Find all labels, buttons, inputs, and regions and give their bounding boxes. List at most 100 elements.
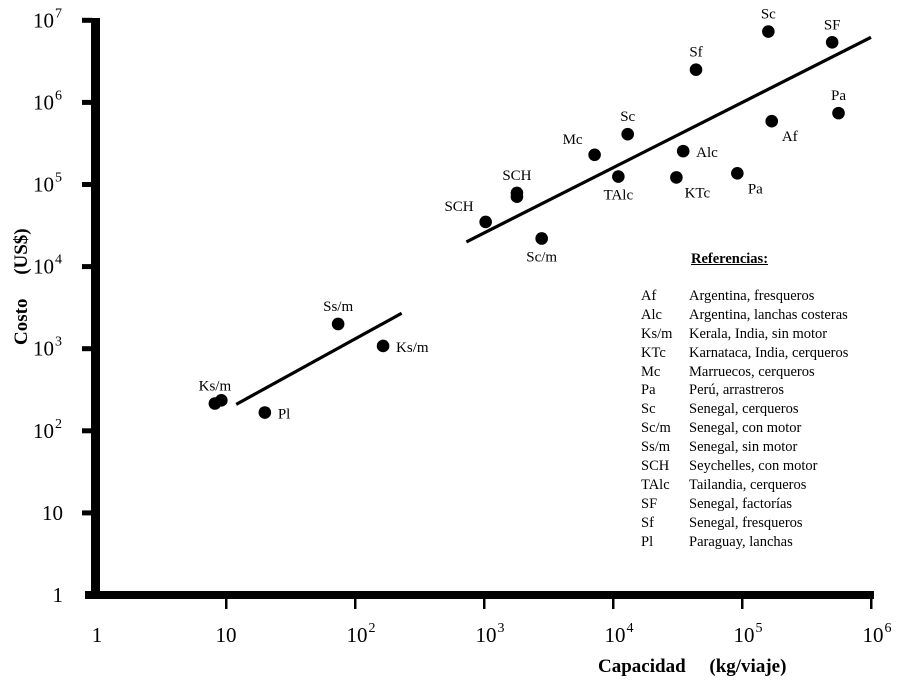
data-point [479,215,492,229]
x-tick-base: 1 [92,623,103,647]
data-point [215,394,228,407]
data-point [331,317,345,331]
y-tick-exponent: 4 [55,253,62,268]
x-axis-title: Capacidad (kg/viaje) [598,656,786,677]
x-tick-exponent: 3 [498,621,505,636]
point-label: SCH [444,199,473,215]
legend-entry: Mc Marruecos, cerqueros [641,363,911,382]
y-tick-mark [82,182,92,187]
data-point [689,63,703,77]
point-label: Sc [761,7,776,23]
legend-description: Seychelles, con motor [689,458,818,475]
point-label: Ks/m [199,379,232,395]
legend-code: KTc [641,344,666,361]
legend-description: Senegal, factorías [689,495,793,512]
data-point [588,148,601,162]
y-tick-mark [82,510,92,516]
x-tick-base: 10 [476,623,497,647]
x-tick-base: 10 [216,623,237,647]
x-tick-base: 10 [605,623,626,647]
legend-entry: Sc/m Senegal, con motor [641,419,911,438]
y-tick-mark [85,591,93,599]
y-tick-base: 10 [33,337,54,361]
point-label: Ss/m [323,299,353,315]
y-tick-label: 104 [33,253,62,279]
y-tick-label: 107 [33,6,62,32]
point-label: Pl [278,407,291,423]
y-tick-mark [82,428,92,434]
x-tick-mark [354,598,357,609]
legend-entry: KTc Karnataca, India, cerqueros [641,344,911,363]
data-point [676,144,690,158]
y-tick-base: 10 [42,501,63,525]
y-tick-exponent: 5 [55,171,62,186]
legend-code: Sc/m [641,420,671,437]
legend-description: Senegal, cerqueros [689,401,799,418]
y-tick-exponent: 3 [55,335,62,350]
point-label: Sc [620,109,635,125]
legend-code: Af [641,287,657,304]
legend-code: Ks/m [641,325,673,342]
y-tick-exponent: 6 [55,88,62,103]
regression-line [235,311,403,406]
data-point [670,171,683,184]
legend-entry: Sc Senegal, cerqueros [641,400,911,419]
y-tick-mark [82,264,92,270]
x-tick-label: 106 [863,621,892,647]
point-label: SCH [502,168,531,184]
legend-description: Kerala, India, sin motor [689,325,828,342]
y-axis-title: Costo (US$) [11,228,32,345]
x-tick-label: 1 [92,623,103,647]
y-tick-label: 105 [33,171,62,197]
y-tick-mark [82,17,92,23]
legend-description: Argentina, fresqueros [689,287,815,304]
x-tick-base: 10 [347,623,368,647]
x-tick-exponent: 2 [369,621,376,636]
data-point [258,406,272,419]
x-axis-line [88,591,874,599]
x-tick-mark [483,598,486,609]
point-label: Ks/m [396,340,429,356]
x-tick-base: 10 [734,623,755,647]
legend-description: Marruecos, cerqueros [689,363,815,380]
legend-entry: TAlc Tailandia, cerqueros [641,476,911,495]
y-tick-mark [82,346,92,352]
y-tick-base: 10 [33,8,54,32]
legend-entry: Ss/m Senegal, sin motor [641,438,911,457]
legend-code: Sf [641,514,654,531]
legend-entry: Pl Paraguay, lanchas [641,533,911,552]
x-tick-exponent: 4 [627,621,634,636]
legend-description: Senegal, con motor [689,420,802,437]
y-tick-base: 10 [33,255,54,279]
point-label: Sf [689,45,702,61]
legend-code: TAlc [641,476,670,493]
data-point [765,114,779,128]
y-tick-label: 10 [42,501,63,525]
point-label: Pa [748,181,763,197]
y-axis-line [91,18,100,599]
legend-entry: SCH Seychelles, con motor [641,457,911,476]
data-point [621,127,634,141]
data-point [510,190,524,204]
point-label: Mc [563,132,583,148]
point-label: Pa [831,88,846,104]
data-point [731,166,744,180]
x-tick-label: 10 [216,623,237,647]
data-point [612,170,625,183]
legend-entry: Sf Senegal, fresqueros [641,514,911,533]
y-tick-label: 103 [33,335,62,361]
y-tick-base: 10 [33,419,54,443]
legend-title: Referencias: [691,251,769,267]
x-tick-label: 102 [347,621,376,647]
point-label: Sc/m [526,249,557,265]
data-point [376,339,390,353]
legend-entry: Ks/m Kerala, India, sin motor [641,325,911,344]
legend-description: Paraguay, lanchas [689,533,793,550]
legend-entry: SF Senegal, factorías [641,495,911,514]
y-tick-base: 10 [33,173,54,197]
legend-code: Alc [641,306,662,323]
y-tick-base: 10 [33,90,54,114]
data-point [825,35,839,49]
point-label: Af [782,129,798,145]
y-tick-mark [82,99,92,105]
